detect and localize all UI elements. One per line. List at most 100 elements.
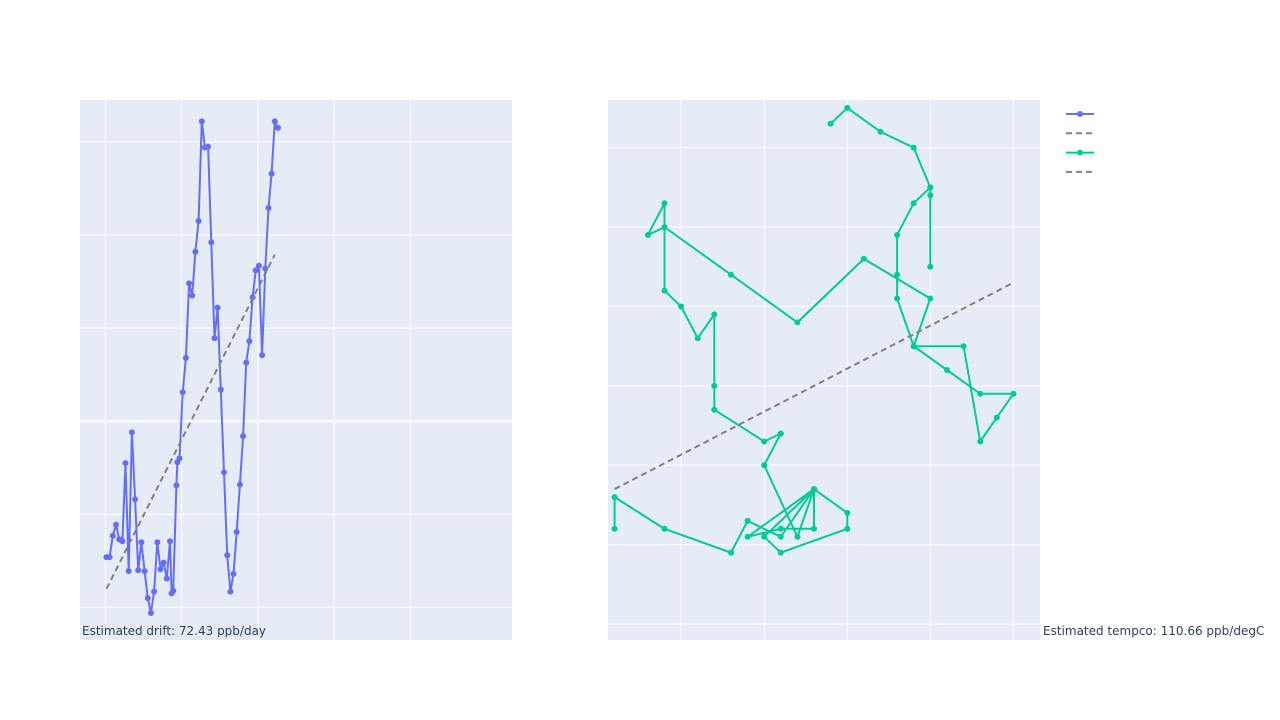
data-point bbox=[661, 525, 668, 532]
data-point bbox=[179, 389, 186, 396]
data-point bbox=[993, 414, 1000, 421]
data-point bbox=[910, 200, 917, 207]
data-point bbox=[844, 525, 851, 532]
data-point bbox=[243, 359, 250, 366]
data-point bbox=[227, 588, 234, 595]
plot-area bbox=[608, 100, 1040, 640]
data-point bbox=[611, 525, 618, 532]
tempco-annotation: Estimated tempco: 110.66 ppb/degC bbox=[1043, 624, 1264, 638]
data-point bbox=[154, 539, 161, 546]
data-point bbox=[894, 232, 901, 238]
data-point bbox=[275, 124, 281, 131]
data-point bbox=[711, 382, 718, 389]
data-point bbox=[217, 386, 224, 393]
data-point bbox=[728, 271, 734, 278]
data-point bbox=[678, 303, 685, 310]
data-point bbox=[192, 248, 199, 255]
data-point bbox=[170, 587, 177, 594]
data-point bbox=[728, 549, 734, 556]
data-point bbox=[894, 271, 901, 278]
data-point bbox=[236, 481, 243, 488]
data-point bbox=[132, 496, 139, 503]
data-point bbox=[109, 532, 116, 539]
data-point bbox=[611, 494, 618, 501]
data-point bbox=[167, 538, 173, 545]
data-point bbox=[233, 529, 240, 535]
data-point bbox=[186, 280, 193, 287]
data-point bbox=[240, 433, 247, 440]
data-point bbox=[711, 406, 718, 413]
data-point bbox=[182, 354, 189, 361]
data-point bbox=[777, 533, 784, 540]
data-point bbox=[827, 120, 834, 127]
legend-marker bbox=[1077, 111, 1083, 117]
data-point bbox=[205, 143, 212, 150]
data-point bbox=[910, 343, 917, 350]
data-point bbox=[927, 295, 934, 302]
data-point bbox=[894, 295, 901, 302]
data-point bbox=[844, 509, 851, 516]
data-point bbox=[844, 104, 851, 111]
data-point bbox=[135, 567, 142, 574]
data-point bbox=[1010, 390, 1017, 397]
data-point bbox=[125, 568, 132, 575]
time-series-plot[interactable] bbox=[80, 100, 512, 640]
plot-area bbox=[80, 100, 512, 640]
data-point bbox=[141, 568, 148, 575]
data-point bbox=[157, 566, 164, 573]
data-point bbox=[661, 287, 668, 294]
data-point bbox=[147, 610, 154, 616]
temperature-scatter-plot[interactable] bbox=[608, 100, 1040, 640]
data-point bbox=[777, 525, 784, 532]
data-point bbox=[113, 521, 119, 528]
data-point bbox=[794, 319, 801, 326]
data-point bbox=[106, 554, 113, 561]
data-point bbox=[252, 267, 259, 274]
data-point bbox=[262, 265, 269, 272]
data-point bbox=[144, 595, 151, 602]
data-point bbox=[761, 438, 768, 445]
data-point bbox=[877, 128, 884, 135]
data-point bbox=[255, 262, 262, 269]
data-point bbox=[910, 144, 917, 151]
data-point bbox=[927, 192, 934, 199]
data-point bbox=[944, 367, 950, 373]
data-point bbox=[744, 533, 751, 540]
data-point bbox=[644, 232, 651, 238]
data-point bbox=[977, 438, 984, 445]
data-point bbox=[761, 533, 768, 540]
data-point bbox=[189, 292, 196, 299]
data-point bbox=[163, 575, 170, 582]
data-point bbox=[271, 118, 278, 125]
data-point bbox=[811, 486, 817, 493]
data-point bbox=[265, 205, 272, 211]
data-point bbox=[221, 469, 227, 476]
legend-marker bbox=[1077, 149, 1083, 156]
legend[interactable] bbox=[1066, 111, 1094, 173]
data-point bbox=[160, 559, 167, 566]
data-point bbox=[977, 390, 984, 397]
data-point bbox=[138, 539, 145, 546]
data-point bbox=[122, 460, 129, 467]
data-point bbox=[128, 429, 135, 436]
data-point bbox=[119, 538, 126, 545]
data-point bbox=[208, 239, 215, 246]
data-point bbox=[268, 170, 275, 177]
data-point bbox=[927, 263, 934, 270]
data-point bbox=[711, 311, 718, 318]
data-point bbox=[661, 200, 668, 207]
fit-line bbox=[105, 254, 276, 590]
data-point bbox=[744, 517, 751, 524]
data-point bbox=[777, 430, 784, 437]
data-point bbox=[761, 462, 768, 469]
data-point bbox=[259, 352, 266, 359]
data-point bbox=[198, 118, 205, 125]
data-point bbox=[794, 533, 801, 540]
fit-line bbox=[614, 281, 1014, 490]
series-line bbox=[613, 106, 1016, 554]
data-point bbox=[214, 304, 221, 311]
data-point bbox=[173, 482, 180, 489]
data-point bbox=[694, 335, 701, 342]
drift-annotation: Estimated drift: 72.43 ppb/day bbox=[82, 624, 266, 638]
